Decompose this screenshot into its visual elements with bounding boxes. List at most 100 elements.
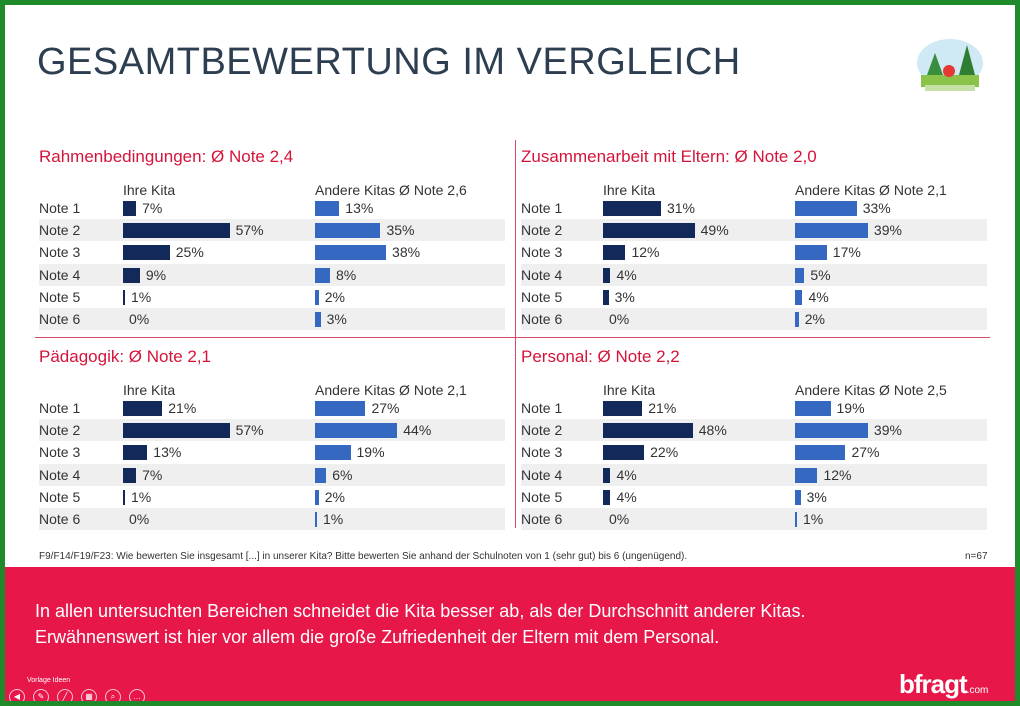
chart-row: Note 1 31% 33% xyxy=(521,197,987,219)
category-label: Note 1 xyxy=(39,200,81,216)
data-label-andere-kitas: 35% xyxy=(386,222,415,239)
bar-andere-kitas xyxy=(795,223,868,239)
bar-andere-kitas xyxy=(315,445,351,461)
chart-row: Note 6 0% 1% xyxy=(39,508,505,530)
data-label-andere-kitas: 39% xyxy=(873,222,902,239)
bar-ihre-kita xyxy=(603,223,695,239)
bar-andere-kitas xyxy=(315,467,327,483)
category-label: Note 4 xyxy=(39,266,81,283)
category-label: Note 5 xyxy=(521,488,563,505)
chart-panel-zusammenarbeit-mit-eltern: Zusammenarbeit mit Eltern: Ø Note 2,0 Ihr… xyxy=(521,147,991,337)
data-label-andere-kitas: 39% xyxy=(873,422,902,439)
data-label-andere-kitas: 1% xyxy=(803,511,824,527)
chart-row: Note 5 1% 2% xyxy=(39,286,505,308)
category-label: Note 3 xyxy=(39,444,81,461)
bar-andere-kitas xyxy=(795,245,827,261)
chart-row: Note 6 0% 1% xyxy=(521,508,987,530)
bar-andere-kitas xyxy=(795,467,818,483)
data-label-ihre-kita: 0% xyxy=(129,511,150,527)
chart-row: Note 3 22% 27% xyxy=(521,441,987,463)
conclusion-band: In allen untersuchten Bereichen schneide… xyxy=(5,567,1015,701)
bar-andere-kitas xyxy=(315,489,319,505)
bar-ihre-kita xyxy=(603,401,643,416)
chart-row: Note 4 4% 12% xyxy=(521,463,987,486)
data-label-andere-kitas: 2% xyxy=(324,288,345,305)
bar-ihre-kita xyxy=(603,423,693,439)
brand-name: bfragt xyxy=(899,669,968,699)
data-label-ihre-kita: 57% xyxy=(235,222,264,239)
data-label-andere-kitas: 3% xyxy=(806,488,827,505)
chart-row: Note 3 12% 17% xyxy=(521,241,987,263)
series-header-ihre-kita: Ihre Kita xyxy=(123,382,176,398)
data-label-ihre-kita: 21% xyxy=(648,400,677,416)
bar-andere-kitas xyxy=(795,512,797,527)
data-label-andere-kitas: 5% xyxy=(810,266,831,283)
category-label: Note 4 xyxy=(521,466,563,483)
previous-icon[interactable]: ◀ xyxy=(9,689,25,701)
chart-row: Note 4 9% 8% xyxy=(39,263,505,286)
chart-title: Pädagogik: Ø Note 2,1 xyxy=(39,347,212,366)
chart-title: Zusammenarbeit mit Eltern: Ø Note 2,0 xyxy=(521,147,817,166)
bar-ihre-kita xyxy=(123,445,148,461)
zoom-icon[interactable]: ⌕ xyxy=(105,689,121,701)
data-label-andere-kitas: 4% xyxy=(808,288,829,305)
bar-andere-kitas xyxy=(795,312,799,327)
data-label-ihre-kita: 1% xyxy=(131,488,152,505)
data-label-andere-kitas: 1% xyxy=(323,511,344,527)
conclusion-line-2: Erwähnenswert ist hier vor allem die gro… xyxy=(35,627,720,647)
chart-row: Note 3 25% 38% xyxy=(39,241,505,263)
bar-ihre-kita xyxy=(603,445,645,461)
category-label: Note 2 xyxy=(521,222,563,239)
category-label: Note 5 xyxy=(521,288,563,305)
bar-andere-kitas xyxy=(315,312,321,327)
pen-icon[interactable]: ✎ xyxy=(33,689,49,701)
data-label-ihre-kita: 3% xyxy=(614,288,635,305)
data-label-andere-kitas: 38% xyxy=(392,244,421,261)
slides-grid-icon[interactable]: ▦ xyxy=(81,689,97,701)
series-header-ihre-kita: Ihre Kita xyxy=(123,182,176,198)
data-label-andere-kitas: 8% xyxy=(335,266,357,283)
laser-pointer-icon[interactable]: ╱ xyxy=(57,689,73,701)
category-label: Note 5 xyxy=(39,488,81,505)
bar-andere-kitas xyxy=(315,267,330,283)
chart-row: Note 2 49% 39% xyxy=(521,219,987,242)
data-label-ihre-kita: 48% xyxy=(698,422,727,439)
data-label-andere-kitas: 19% xyxy=(836,400,865,416)
chart-panel-rahmenbedingungen: Rahmenbedingungen: Ø Note 2,4 Ihre Kita An… xyxy=(39,147,509,337)
category-label: Note 1 xyxy=(521,400,563,416)
series-header-ihre-kita: Ihre Kita xyxy=(603,382,656,398)
bar-ihre-kita xyxy=(123,401,163,416)
category-label: Note 2 xyxy=(521,422,563,439)
series-header-ihre-kita: Ihre Kita xyxy=(603,182,656,198)
vertical-divider xyxy=(515,140,516,528)
category-label: Note 3 xyxy=(521,244,563,261)
data-label-ihre-kita: 4% xyxy=(616,466,637,483)
more-options-icon[interactable]: … xyxy=(129,689,145,701)
category-label: Note 2 xyxy=(39,422,81,439)
category-label: Note 3 xyxy=(521,444,563,461)
chart-row: Note 2 48% 39% xyxy=(521,419,987,442)
chart-row: Note 2 57% 44% xyxy=(39,419,505,442)
bar-andere-kitas xyxy=(315,223,381,239)
bar-ihre-kita xyxy=(123,467,137,483)
data-label-ihre-kita: 4% xyxy=(616,488,637,505)
chart-row: Note 1 21% 27% xyxy=(39,397,505,419)
category-label: Note 1 xyxy=(39,400,81,416)
data-label-ihre-kita: 21% xyxy=(168,400,197,416)
bar-andere-kitas xyxy=(795,201,857,216)
series-header-andere-kitas: Andere Kitas Ø Note 2,5 xyxy=(795,382,947,398)
data-label-andere-kitas: 2% xyxy=(804,311,825,327)
series-header-andere-kitas: Andere Kitas Ø Note 2,6 xyxy=(315,182,467,198)
data-label-ihre-kita: 1% xyxy=(131,288,152,305)
category-label: Note 1 xyxy=(521,200,563,216)
category-label: Note 4 xyxy=(39,466,81,483)
data-label-ihre-kita: 31% xyxy=(666,200,695,216)
chart-row: Note 1 21% 19% xyxy=(521,397,987,419)
bar-andere-kitas xyxy=(315,245,387,261)
bar-ihre-kita xyxy=(123,489,125,505)
slide-title: GESAMTBEWERTUNG IM VERGLEICH xyxy=(37,41,741,83)
bar-andere-kitas xyxy=(795,401,831,416)
horizontal-divider xyxy=(35,337,990,338)
bar-andere-kitas xyxy=(315,401,366,416)
